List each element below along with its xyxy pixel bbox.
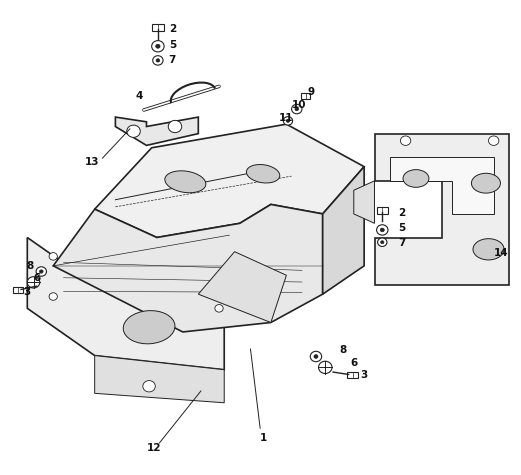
Circle shape	[381, 241, 384, 244]
Ellipse shape	[123, 311, 175, 344]
Text: 5: 5	[399, 223, 406, 233]
Circle shape	[215, 304, 223, 312]
Text: 6: 6	[350, 358, 357, 368]
Text: 1: 1	[259, 433, 267, 443]
Ellipse shape	[246, 164, 280, 183]
Ellipse shape	[472, 173, 501, 193]
Text: 4: 4	[135, 91, 142, 101]
Polygon shape	[95, 356, 224, 403]
Text: 3: 3	[361, 370, 368, 380]
Circle shape	[152, 40, 164, 52]
Circle shape	[314, 355, 318, 358]
Circle shape	[153, 56, 163, 65]
Text: 3: 3	[23, 287, 31, 297]
Circle shape	[295, 107, 299, 111]
Polygon shape	[95, 124, 364, 238]
Circle shape	[40, 270, 43, 273]
Polygon shape	[390, 157, 494, 214]
Circle shape	[36, 267, 46, 276]
Ellipse shape	[403, 170, 429, 187]
Circle shape	[292, 104, 302, 114]
Circle shape	[156, 44, 160, 48]
Circle shape	[168, 120, 182, 133]
Circle shape	[283, 116, 293, 125]
Circle shape	[310, 352, 321, 361]
Text: 6: 6	[33, 273, 40, 283]
Circle shape	[156, 59, 160, 62]
Circle shape	[287, 119, 290, 123]
Polygon shape	[115, 117, 199, 145]
Circle shape	[127, 125, 140, 137]
Circle shape	[49, 293, 57, 300]
Circle shape	[377, 225, 388, 235]
Bar	[347, 372, 358, 379]
Circle shape	[143, 380, 155, 392]
Text: 5: 5	[169, 40, 176, 50]
Polygon shape	[375, 133, 509, 285]
Text: 11: 11	[279, 113, 294, 123]
Text: 10: 10	[292, 100, 307, 110]
Bar	[13, 287, 23, 294]
Text: 7: 7	[169, 55, 176, 65]
Circle shape	[27, 277, 40, 288]
Circle shape	[378, 238, 387, 247]
Circle shape	[401, 136, 411, 145]
Ellipse shape	[165, 171, 206, 193]
Bar	[152, 24, 164, 31]
Text: 2: 2	[169, 24, 176, 34]
Polygon shape	[199, 252, 287, 323]
Text: 12: 12	[147, 443, 162, 453]
Circle shape	[318, 361, 332, 373]
Circle shape	[49, 253, 57, 260]
Circle shape	[489, 136, 499, 145]
Text: 14: 14	[494, 247, 509, 257]
Bar	[377, 207, 388, 214]
Text: 7: 7	[398, 238, 406, 248]
Text: 8: 8	[26, 261, 33, 271]
Text: 13: 13	[85, 157, 100, 167]
Ellipse shape	[473, 238, 504, 260]
Text: 8: 8	[340, 345, 347, 355]
Bar	[301, 93, 310, 99]
Polygon shape	[53, 204, 322, 332]
Polygon shape	[27, 238, 224, 370]
Circle shape	[380, 228, 384, 232]
Polygon shape	[322, 167, 364, 294]
Text: 2: 2	[399, 208, 406, 218]
Text: 9: 9	[308, 87, 315, 97]
Polygon shape	[354, 181, 375, 223]
